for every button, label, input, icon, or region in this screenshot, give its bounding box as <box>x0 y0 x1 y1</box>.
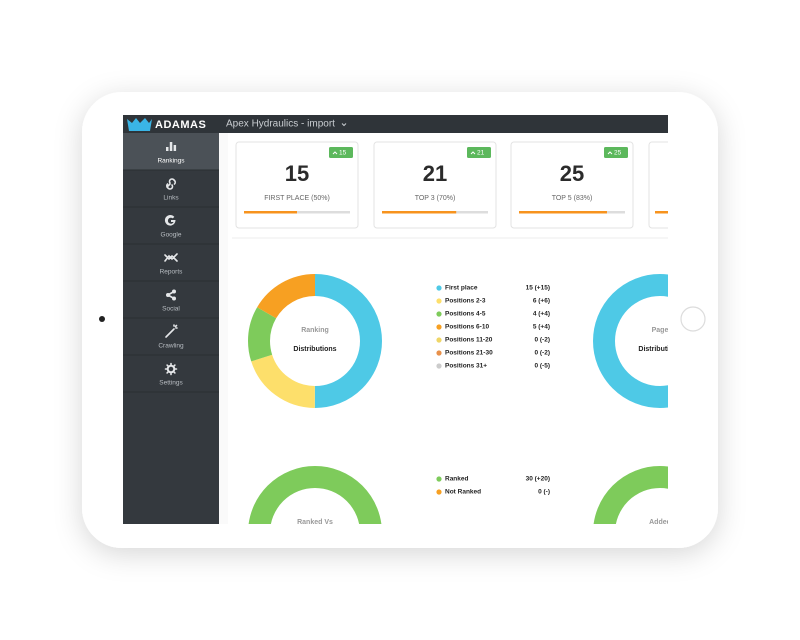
sidebar-label: Google <box>161 232 182 239</box>
legend-swatch <box>436 489 442 495</box>
donut-segment <box>248 466 382 524</box>
legend-value: 5 (+4) <box>533 324 550 331</box>
legend-label: Positions 21-30 <box>445 350 493 357</box>
sidebar-icon <box>164 253 178 262</box>
card-badge <box>329 147 353 158</box>
sidebar-icon <box>166 178 176 190</box>
donut-center-label: Ranking <box>301 327 329 334</box>
sidebar-item[interactable]: Links <box>123 178 219 208</box>
donut-center-label: Ranked Vs <box>297 519 333 526</box>
card-partial <box>648 141 668 229</box>
legend-value: 0 (-2) <box>534 350 550 357</box>
sidebar-item[interactable]: Crawling <box>123 324 219 356</box>
legend-swatch <box>436 298 442 304</box>
legend-swatch <box>436 337 442 343</box>
sidebar-label: Settings <box>159 380 183 387</box>
partial-donut-label: Added <box>649 519 671 526</box>
legend-label: Positions 11-20 <box>445 337 493 344</box>
sidebar-label: Links <box>163 195 179 202</box>
card <box>510 141 634 229</box>
donut-segment <box>248 274 382 408</box>
legend-swatch <box>436 285 442 291</box>
legend-label: Positions 6-10 <box>445 324 489 331</box>
badge-value: 15 <box>339 150 347 157</box>
cards: 15 15 FIRST PLACE (50%) 21 21 TOP 3 (70%) 25 25… <box>235 141 634 229</box>
legend-value: 30 (+20) <box>526 476 550 483</box>
legend-label: Ranked <box>445 476 469 483</box>
card <box>235 141 359 229</box>
legend-label: Positions 4-5 <box>445 311 486 318</box>
project-caret <box>341 123 347 127</box>
sidebar-icon-dot <box>166 293 170 297</box>
legend-label: Not Ranked <box>445 489 481 496</box>
sidebar-icon <box>164 362 178 376</box>
legend-swatch <box>436 363 442 369</box>
legend-swatch <box>436 324 442 330</box>
screen: ADAMAS Apex Hydraulics - import Rankings… <box>123 115 681 526</box>
card-badge <box>467 147 491 158</box>
legend-label: Positions 31+ <box>445 363 487 370</box>
sidebar-label: Social <box>162 306 180 313</box>
card-label: TOP 3 (70%) <box>415 195 456 202</box>
donut-segment <box>248 274 382 408</box>
sidebar-items: Rankings Links Google Reports Social Crawling… <box>123 133 219 393</box>
logo-crown <box>127 118 152 131</box>
sidebar-icon-hub <box>166 364 176 374</box>
legend-value: 0 (-2) <box>534 337 550 344</box>
badge-caret <box>332 151 338 155</box>
card-value: 25 <box>560 161 584 186</box>
legend-value: 0 (-5) <box>534 363 550 370</box>
home-button[interactable] <box>680 306 706 332</box>
donut-center-label: Distributions <box>293 346 336 353</box>
sidebar-icon <box>164 214 176 226</box>
camera <box>99 316 105 322</box>
sidebar-item-active <box>123 133 219 170</box>
legend-label: Positions 2-3 <box>445 298 486 305</box>
legend-swatch <box>436 311 442 317</box>
progress-fill <box>382 211 457 214</box>
brand: ADAMAS <box>155 119 206 131</box>
card-badge <box>604 147 628 158</box>
sidebar-item[interactable]: Reports <box>123 253 219 282</box>
sidebar-label: Crawling <box>158 343 184 350</box>
sidebar-icon-dot <box>172 289 176 294</box>
partial-donut <box>593 466 668 524</box>
badge-caret <box>470 151 476 155</box>
sidebar-icon-dot <box>172 296 176 301</box>
sidebar-item[interactable]: Google <box>123 214 219 245</box>
card-label: TOP 5 (83%) <box>552 195 593 202</box>
legend-value: 4 (+4) <box>533 311 550 318</box>
sidebar-item[interactable]: Social <box>123 289 219 319</box>
badge-value: 25 <box>614 150 622 157</box>
legend-value: 6 (+6) <box>533 298 550 305</box>
badge-value: 21 <box>477 150 485 157</box>
progress-fill <box>519 211 607 214</box>
sidebar-icon <box>166 142 177 151</box>
partial-donut-label: Page <box>652 327 669 334</box>
card-value: 21 <box>423 161 447 186</box>
legend-swatch <box>436 350 442 356</box>
partial-donut-label: Distributions <box>638 346 681 353</box>
sidebar-item[interactable]: Settings <box>123 362 219 393</box>
card-partial-bar <box>655 211 668 214</box>
card-label: FIRST PLACE (50%) <box>264 195 330 202</box>
legend-value: 15 (+15) <box>526 285 550 292</box>
legend-label: First place <box>445 285 478 292</box>
charts: Ranking Distributions First place 15 (+15) P… <box>248 274 681 526</box>
sidebar-label: Rankings <box>157 158 185 165</box>
sidebar <box>123 133 219 524</box>
top-bar <box>123 115 668 133</box>
card <box>373 141 497 229</box>
legend-value: 0 (-) <box>538 489 550 496</box>
partial-donut <box>593 274 668 408</box>
badge-caret <box>607 151 613 155</box>
project-selector[interactable]: Apex Hydraulics - import <box>226 119 335 130</box>
sidebar-icon <box>165 324 178 338</box>
sidebar-item[interactable]: Rankings <box>123 133 219 171</box>
card-value: 15 <box>285 161 309 186</box>
progress-fill <box>244 211 297 214</box>
legend-swatch <box>436 476 442 482</box>
sidebar-label: Reports <box>160 269 184 276</box>
